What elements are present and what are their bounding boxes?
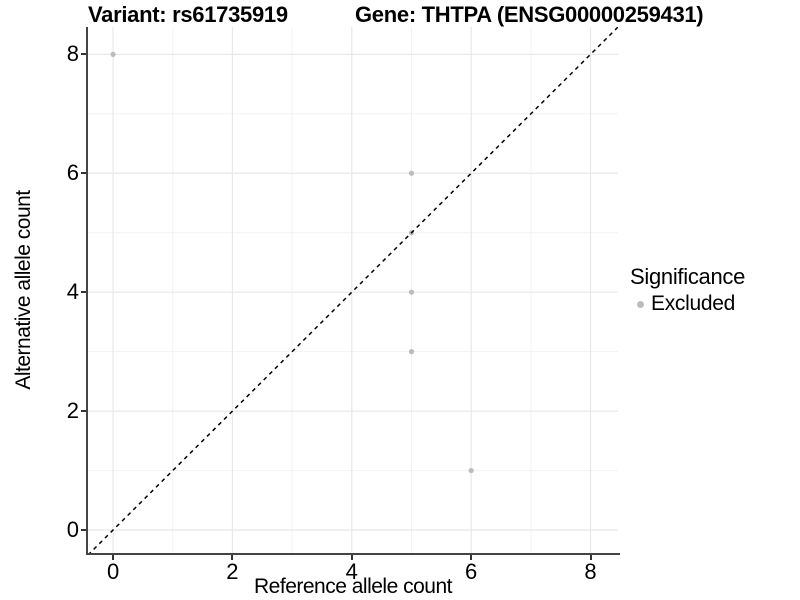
x-tick-label: 8	[584, 559, 597, 584]
y-tick-mark	[81, 291, 86, 294]
y-tick-label: 8	[66, 41, 79, 67]
x-tick-mark	[112, 555, 115, 560]
data-point	[468, 467, 474, 474]
y-tick-mark	[81, 529, 86, 532]
x-tick-label: 6	[465, 559, 478, 584]
y-tick-label: 6	[66, 160, 79, 186]
identity-dashed-line	[87, 26, 619, 556]
x-tick-label: 4	[345, 559, 358, 584]
x-tick-label: 2	[226, 559, 239, 584]
x-tick-mark	[350, 555, 353, 560]
legend-entries: Excluded	[630, 292, 745, 316]
x-tick-mark	[470, 555, 473, 560]
y-axis-title: Alternative allele count	[12, 190, 35, 390]
x-axis-title: Reference allele count	[254, 575, 452, 598]
y-tick-label: 0	[66, 517, 79, 543]
x-tick-mark	[589, 555, 592, 560]
legend-point-icon	[637, 300, 644, 308]
plot-canvas	[87, 26, 619, 556]
y-tick-mark	[81, 410, 86, 413]
variant-title: Variant: rs61735919	[88, 2, 288, 27]
data-point	[110, 51, 116, 57]
y-axis-line	[86, 27, 88, 555]
legend-entry: Excluded	[630, 292, 745, 316]
x-tick-label: 0	[106, 559, 120, 584]
data-point	[408, 170, 415, 176]
legend-entry-label: Excluded	[651, 292, 735, 315]
data-point	[408, 349, 415, 355]
x-axis-line	[86, 553, 620, 555]
y-tick-mark	[81, 53, 86, 56]
y-tick-label: 2	[66, 398, 79, 424]
data-point	[408, 289, 415, 295]
plot-panel	[87, 26, 619, 556]
gene-title: Gene: THTPA (ENSG00000259431)	[355, 2, 704, 27]
x-tick-mark	[231, 555, 234, 560]
y-tick-label: 4	[66, 279, 79, 305]
legend: Significance Excluded	[630, 264, 745, 316]
legend-title: Significance	[630, 264, 746, 289]
y-tick-mark	[81, 172, 86, 175]
